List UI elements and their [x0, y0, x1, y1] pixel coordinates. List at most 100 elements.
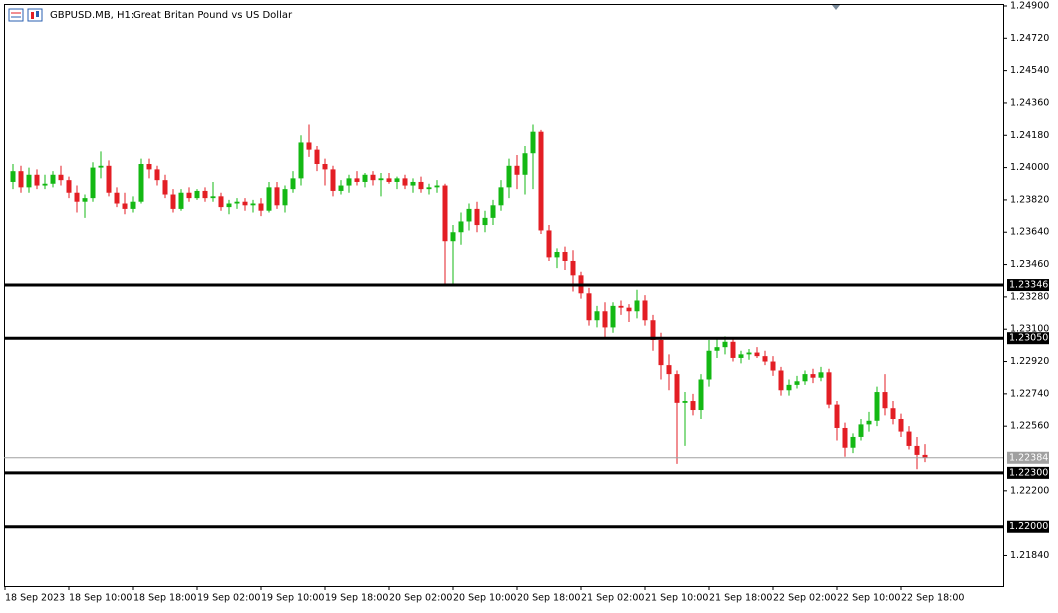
candle-body [386, 178, 392, 182]
candle-body [274, 187, 280, 206]
candle-body [850, 436, 856, 448]
level-box [1007, 279, 1049, 292]
candle-body [562, 251, 568, 261]
candle-body [442, 185, 448, 242]
x-tick-label: 19 Sep 02:00 [197, 593, 260, 604]
x-tick-label: 20 Sep 02:00 [389, 593, 452, 604]
y-tick-label: 1.22200 [1010, 485, 1049, 496]
level-label: 1.23050 [1009, 333, 1048, 344]
candle-body [602, 311, 608, 328]
candle-body [194, 190, 200, 199]
candle-body [882, 392, 888, 409]
level-box [1007, 332, 1049, 345]
candle-body [410, 181, 416, 186]
candle-body [178, 192, 184, 209]
candle-body [658, 339, 664, 366]
x-tick-label: 19 Sep 18:00 [325, 593, 388, 604]
candle-body [234, 201, 240, 204]
icon-list [8, 8, 24, 22]
candle-body [18, 171, 24, 188]
chart-title: Great Britan Pound vs US Dollar [133, 10, 293, 21]
candle-body [514, 165, 520, 175]
y-tick-label: 1.24000 [1010, 162, 1049, 173]
candle-body [794, 381, 800, 385]
candle-body [306, 142, 312, 150]
y-tick-label: 1.24360 [1010, 97, 1049, 108]
y-tick-label: 1.24180 [1010, 130, 1049, 141]
candle-body [634, 300, 640, 312]
toolbar-icons [8, 8, 43, 22]
candle-body [146, 164, 152, 170]
candle-body [242, 201, 248, 206]
y-tick-label: 1.22920 [1010, 356, 1049, 367]
candle-body [522, 153, 528, 175]
candle-body [114, 192, 120, 204]
current-price-label: 1.22384 [1009, 452, 1048, 463]
candle-body [898, 418, 904, 432]
candle-body [826, 372, 832, 405]
candle-body [874, 392, 880, 421]
y-tick-label: 1.23820 [1010, 194, 1049, 205]
candle-body [506, 165, 512, 188]
candle-body [290, 178, 296, 190]
level-label: 1.22000 [1009, 521, 1048, 532]
candle-body [50, 174, 56, 184]
candle-body [610, 305, 616, 328]
candle-body [770, 361, 776, 371]
candle-body [474, 208, 480, 226]
current-price-box [1007, 451, 1049, 464]
candle-body [218, 196, 224, 208]
candle-body [842, 427, 848, 448]
candle-body [266, 187, 272, 211]
x-tick-label: 20 Sep 10:00 [453, 593, 516, 604]
candle-body [362, 174, 368, 182]
candle-body [490, 205, 496, 218]
candle-body [738, 354, 744, 358]
candle-body [154, 169, 160, 181]
candle-body [10, 171, 16, 182]
candle-body [434, 185, 440, 188]
symbol: GBPUSD.MB, H1: [50, 10, 134, 21]
candle-body [314, 149, 320, 165]
candle-body [754, 352, 760, 357]
x-tick-label: 19 Sep 10:00 [261, 593, 324, 604]
candle-body [810, 374, 816, 378]
candle-body [66, 180, 72, 193]
candle-body [186, 192, 192, 199]
y-tick-label: 1.23640 [1010, 227, 1049, 238]
plot-frame [4, 4, 1004, 587]
candle-body [482, 217, 488, 226]
y-tick-label: 1.24900 [1010, 0, 1049, 11]
candle-body [258, 203, 264, 211]
candle-body [642, 300, 648, 321]
candle-body [226, 203, 232, 208]
candle-body [914, 445, 920, 455]
candle-body [690, 401, 696, 411]
candle-body [90, 167, 96, 199]
candle-body [890, 408, 896, 419]
candle-body [418, 181, 424, 190]
y-tick-label: 1.23460 [1010, 259, 1049, 270]
candle-body [570, 260, 576, 276]
icon-bar [31, 12, 34, 19]
x-tick-label: 21 Sep 02:00 [581, 593, 644, 604]
x-tick-label: 22 Sep 02:00 [773, 593, 836, 604]
candle-body [906, 431, 912, 446]
candle-body [138, 164, 144, 202]
y-tick-label: 1.22740 [1010, 388, 1049, 399]
candle-body [458, 221, 464, 233]
shift-marker [832, 5, 840, 10]
y-tick-label: 1.22560 [1010, 421, 1049, 432]
candle-body [298, 142, 304, 179]
x-tick-label: 18 Sep 2023 [5, 593, 65, 604]
candle-body [866, 420, 872, 425]
candle-body [746, 352, 752, 355]
level-label: 1.22300 [1009, 467, 1048, 478]
y-tick-label: 1.24720 [1010, 33, 1049, 44]
candle-body [682, 401, 688, 403]
candle-body [338, 185, 344, 191]
candle-body [706, 350, 712, 380]
candle-body [98, 165, 104, 168]
y-tick-label: 1.23280 [1010, 291, 1049, 302]
